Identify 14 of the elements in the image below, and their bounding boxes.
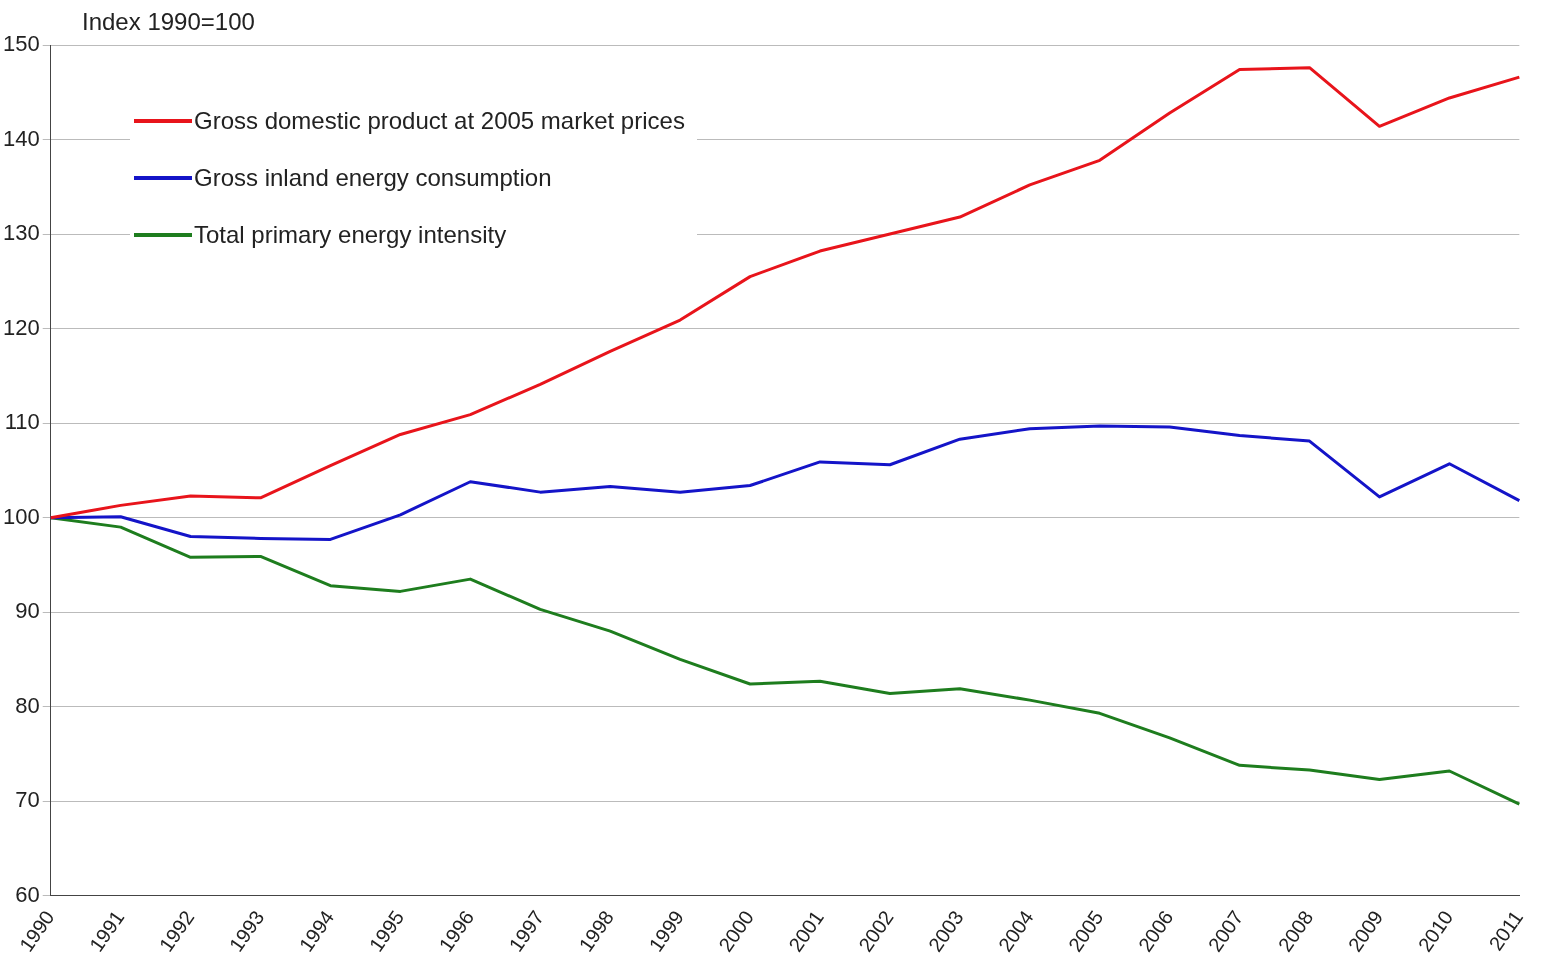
y-tick-label: 70 — [15, 787, 40, 813]
y-tick-label: 90 — [15, 598, 40, 624]
y-tick-label: 150 — [2, 31, 40, 57]
legend-label: Total primary energy intensity — [194, 220, 507, 249]
y-tick-label: 60 — [15, 881, 40, 907]
y-tick-label: 130 — [2, 220, 40, 246]
legend-label: Gross inland energy consumption — [194, 163, 552, 192]
legend-label: Gross domestic product at 2005 market prices — [194, 106, 685, 135]
y-tick-label: 100 — [2, 503, 40, 529]
y-tick-label: 110 — [4, 409, 40, 435]
y-tick-label: 120 — [2, 314, 40, 340]
y-tick-label: 140 — [2, 125, 40, 151]
y-axis-title: Index 1990=100 — [82, 8, 255, 36]
y-tick-label: 80 — [15, 692, 40, 718]
